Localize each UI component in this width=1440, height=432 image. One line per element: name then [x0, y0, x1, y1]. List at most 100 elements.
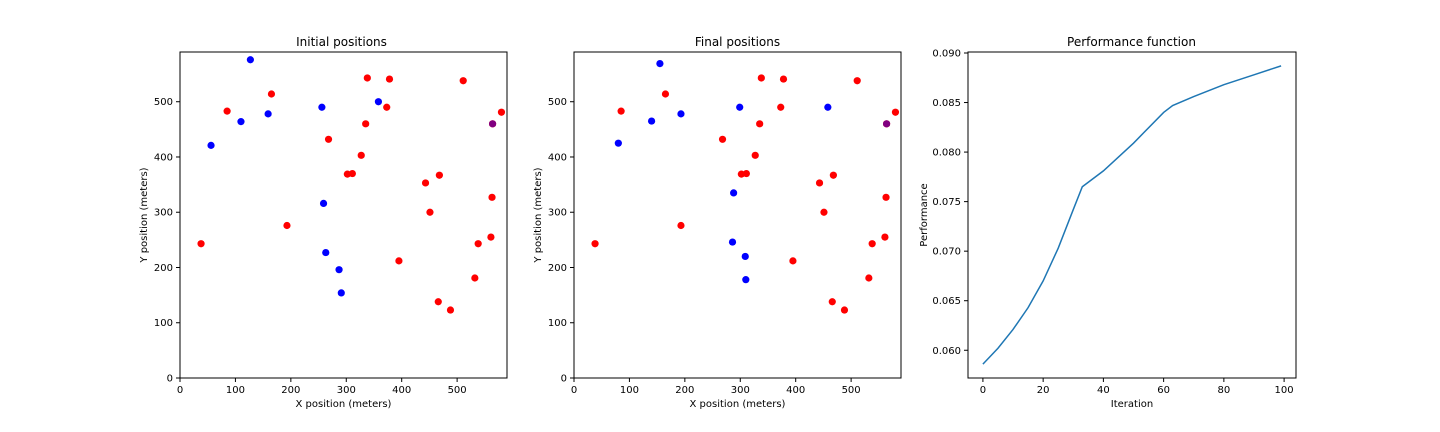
y-axis-label: Y position (meters) [139, 167, 150, 263]
scatter-point-overlap [488, 120, 497, 128]
scatter-point-red [497, 108, 506, 116]
scatter-point-red [882, 193, 890, 201]
x-tick-label: 200 [281, 385, 300, 396]
scatter-point-red [488, 193, 496, 201]
x-tick-label: 300 [731, 385, 750, 396]
chart-title: Initial positions [296, 35, 387, 49]
scatter-point-red [223, 107, 231, 115]
scatter-point-red [718, 135, 727, 143]
x-tick-label: 80 [1217, 385, 1230, 396]
scatter-point-blue [337, 289, 345, 297]
scatter-point-blue [614, 139, 622, 147]
y-tick-label: 400 [548, 152, 567, 163]
scatter-point-red [357, 151, 365, 159]
scatter-point-red [283, 221, 291, 230]
scatter-point-blue [318, 103, 326, 111]
x-tick-label: 0 [980, 385, 986, 396]
scatter-point-red [617, 107, 625, 115]
scatter-point-red [267, 90, 276, 98]
scatter-point-red [881, 233, 889, 241]
scatter-point-red [348, 169, 356, 178]
plot-frame [573, 51, 902, 379]
scatter-point-red [840, 306, 849, 314]
y-tick-label: 0.090 [932, 48, 961, 59]
x-tick-label: 500 [448, 385, 467, 396]
y-axis-label: Performance [919, 183, 930, 246]
scatter-point-red [487, 233, 495, 241]
y-tick-label: 0.065 [932, 296, 961, 307]
x-tick-label: 0 [571, 385, 577, 396]
scatter-point-blue [335, 266, 343, 274]
plot-area: 0 20 40 60 80 100 0.060 0.065 0.070 0.075 0.080 0.0… [932, 48, 1293, 396]
scatter-point-blue [319, 199, 328, 207]
scatter-point-red [820, 208, 828, 216]
series-line [982, 65, 1282, 365]
scatter-point-red [363, 74, 371, 82]
y-tick-label: 0.080 [932, 148, 961, 159]
y-axis-label: Y position (meters) [533, 167, 544, 263]
chart-title: Final positions [695, 35, 780, 49]
scatter-point-red [868, 240, 876, 248]
scatter-point-red [829, 171, 837, 179]
scatter-point-red [435, 171, 443, 179]
y-tick-label: 0 [167, 374, 173, 385]
scatter-point-blue [824, 103, 832, 111]
x-tick-label: 300 [337, 385, 356, 396]
scatter-point-red [362, 120, 370, 128]
scatter-point-blue [730, 189, 738, 197]
scatter-point-red [779, 75, 788, 83]
scatter-point-red [677, 221, 685, 230]
x-tick-label: 20 [1037, 385, 1050, 396]
x-tick-label: 100 [1275, 385, 1294, 396]
plot-frame [179, 51, 508, 379]
y-tick-label: 400 [154, 152, 173, 163]
scatter-point-red [385, 75, 394, 83]
scatter-point-red [756, 120, 764, 128]
y-tick-label: 0.070 [932, 247, 961, 258]
scatter-point-red [891, 108, 900, 116]
y-tick-label: 300 [154, 208, 173, 219]
scatter-point-red [434, 298, 442, 306]
x-axis-label: Iteration [1111, 399, 1153, 410]
x-tick-label: 60 [1157, 385, 1170, 396]
scatter-point-red [421, 179, 430, 187]
y-tick-label: 0.075 [932, 197, 961, 208]
scatter-point-overlap [882, 120, 891, 128]
x-tick-label: 200 [675, 385, 694, 396]
y-tick-label: 300 [548, 208, 567, 219]
y-tick-label: 100 [154, 318, 173, 329]
y-tick-label: 500 [154, 97, 173, 108]
panel-initial-positions: Initial positions 0 100 200 300 400 500 0 100 20… [139, 35, 508, 410]
x-tick-label: 500 [842, 385, 861, 396]
scatter-point-red [471, 274, 479, 282]
chart-title: Performance function [1067, 35, 1196, 49]
y-tick-label: 200 [548, 263, 567, 274]
scatter-point-red [474, 240, 482, 248]
scatter-point-red [742, 169, 750, 178]
x-tick-label: 100 [226, 385, 245, 396]
scatter-point-red [395, 257, 403, 265]
scatter-point-blue [246, 56, 254, 64]
y-tick-label: 0 [561, 374, 567, 385]
scatter-point-red [591, 240, 599, 248]
x-tick-label: 40 [1097, 385, 1110, 396]
y-tick-label: 0.060 [932, 346, 961, 357]
scatter-point-blue [207, 141, 215, 149]
scatter-point-red [777, 103, 785, 111]
scatter-point-blue [736, 103, 744, 111]
scatter-point-blue [322, 248, 330, 257]
x-tick-label: 400 [392, 385, 411, 396]
scatter-point-red [661, 90, 670, 98]
scatter-point-red [751, 151, 759, 159]
scatter-point-red [446, 306, 455, 314]
scatter-point-red [789, 257, 797, 265]
scatter-point-red [865, 274, 873, 282]
scatter-point-red [324, 135, 333, 143]
scatter-point-red [853, 77, 861, 85]
panel-performance-function: Performance function 0 20 40 60 80 100 0.060 0.… [919, 35, 1297, 410]
y-tick-label: 200 [154, 263, 173, 274]
scatter-point-blue [677, 110, 685, 118]
y-tick-label: 0.085 [932, 98, 961, 109]
scatter-point-blue [264, 110, 272, 118]
